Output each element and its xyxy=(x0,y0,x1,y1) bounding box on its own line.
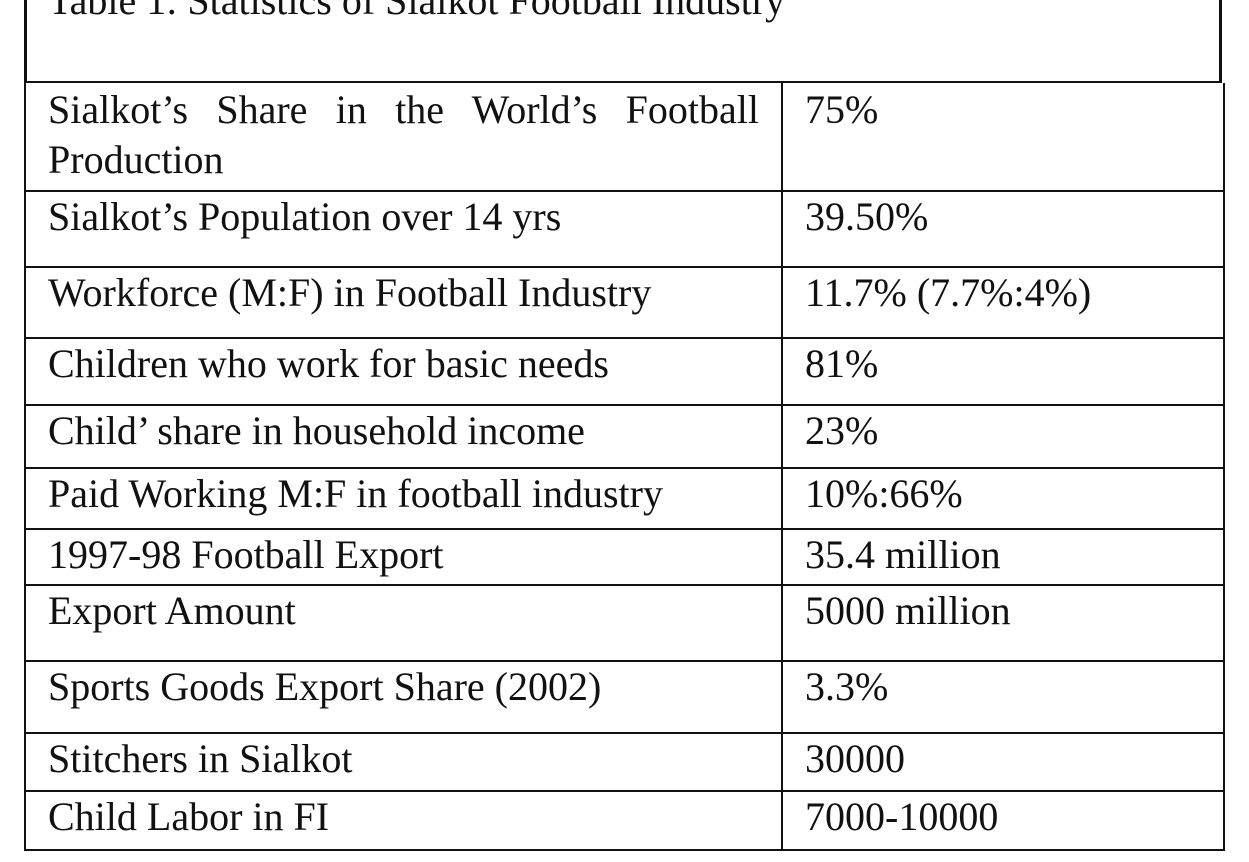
row-label: Children who work for basic needs xyxy=(26,337,783,404)
row-value: 3.3% xyxy=(805,664,889,709)
table-row: Child Labor in FI 7000-10000 xyxy=(24,790,1225,851)
row-label: Export Amount xyxy=(26,584,783,660)
row-value: 10%:66% xyxy=(805,471,963,516)
row-label: Child Labor in FI xyxy=(26,790,783,849)
row-label: Paid Working M:F in football industry xyxy=(26,467,783,528)
row-label: Sialkot’s Population over 14 yrs xyxy=(26,190,783,266)
table-row: 1997-98 Football Export 35.4 million xyxy=(24,528,1225,586)
row-label: Workforce (M:F) in Football Industry xyxy=(26,266,783,337)
row-value: 7000-10000 xyxy=(805,794,999,839)
row-value: 11.7% (7.7%:4%) xyxy=(805,270,1092,315)
row-value: 39.50% xyxy=(805,194,929,239)
row-value: 30000 xyxy=(805,736,905,781)
row-label: Sports Goods Export Share (2002) xyxy=(26,660,783,732)
row-value: 35.4 million xyxy=(805,532,1001,577)
table-row: Paid Working M:F in football industry 10%… xyxy=(24,467,1225,530)
table-row: Sialkot’s Share in the World’s Football … xyxy=(24,83,1225,192)
table-row: Child’ share in household income 23% xyxy=(24,404,1225,469)
table-row: Stitchers in Sialkot 30000 xyxy=(24,732,1225,792)
row-value: 75% xyxy=(805,87,879,132)
table-row: Sports Goods Export Share (2002) 3.3% xyxy=(24,660,1225,734)
table-row: Sialkot’s Population over 14 yrs 39.50% xyxy=(24,190,1225,268)
row-label: Child’ share in household income xyxy=(26,404,783,467)
table-row: Export Amount 5000 million xyxy=(24,584,1225,662)
row-label: 1997-98 Football Export xyxy=(26,528,783,584)
title-cell xyxy=(24,0,1222,83)
table-row: Children who work for basic needs 81% xyxy=(24,337,1225,406)
row-value: 5000 million xyxy=(805,588,1011,633)
table-title: Table 1: Statistics of Sialkot Football … xyxy=(48,0,786,23)
row-label: Sialkot’s Share in the World’s Football … xyxy=(26,83,783,190)
row-value: 81% xyxy=(805,341,879,386)
row-label: Stitchers in Sialkot xyxy=(26,732,783,790)
row-value: 23% xyxy=(805,408,879,453)
table-row: Workforce (M:F) in Football Industry 11.7… xyxy=(24,266,1225,339)
